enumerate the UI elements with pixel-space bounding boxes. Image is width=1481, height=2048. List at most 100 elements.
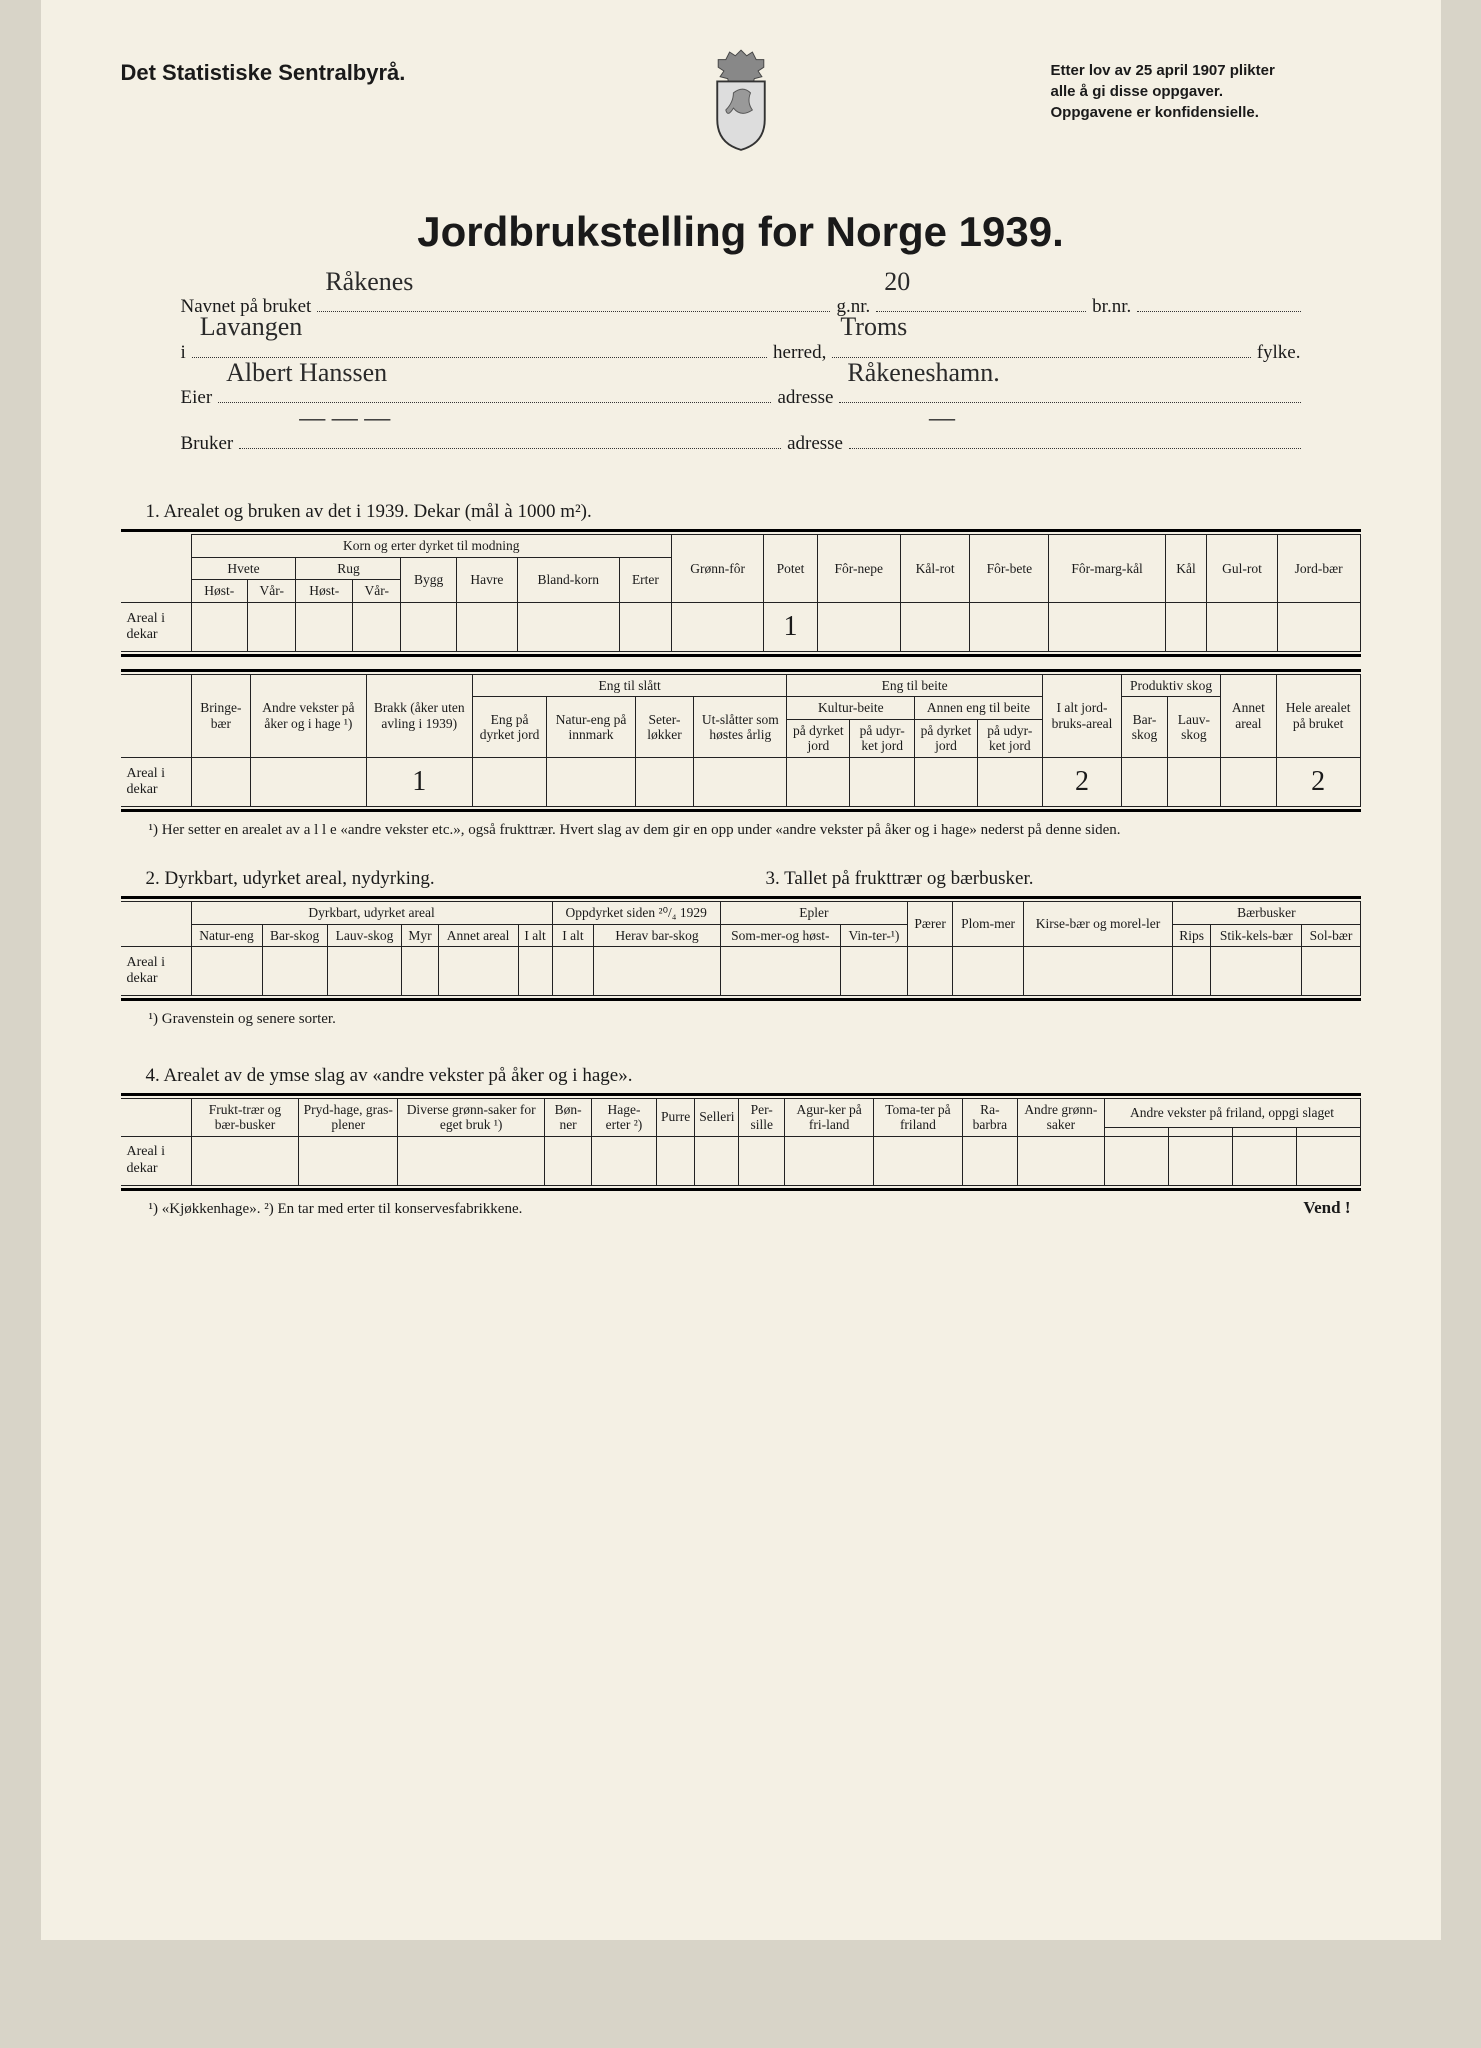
eier-label: Eier — [181, 375, 213, 421]
table-4-wrap: Frukt-trær og bær-busker Pryd-hage, gras… — [121, 1093, 1361, 1191]
bruker-label: Bruker — [181, 421, 234, 467]
herred-label: herred, — [773, 330, 826, 376]
barskog2-h: Bar-skog — [262, 924, 327, 947]
myr-h: Myr — [402, 924, 438, 947]
brakk-h: Brakk (åker uten avling i 1939) — [366, 674, 472, 757]
bruker-adresse-label: adresse — [787, 421, 843, 467]
hele-val: 2 — [1276, 757, 1360, 806]
annetareal-h: Annet areal — [1220, 674, 1276, 757]
frukt-h: Frukt-trær og bær-busker — [191, 1098, 299, 1136]
stikkels-h: Stik-kels-bær — [1210, 924, 1301, 947]
bygg-h: Bygg — [401, 557, 456, 602]
formargkal-h: Fôr-marg-kål — [1049, 535, 1166, 603]
fornepe-h: Fôr-nepe — [817, 535, 900, 603]
rug-host: Høst- — [296, 580, 353, 603]
helearealet-h: Hele arealet på bruket — [1276, 674, 1360, 757]
andregronn-h: Andre grønn-saker — [1018, 1098, 1104, 1136]
s1b-rowlabel: Areal i dekar — [121, 757, 192, 806]
s1-footnote: ¹) Her setter en arealet av a l l e «and… — [149, 820, 1361, 840]
legal-l2: alle å gi disse oppgaver. — [1051, 83, 1224, 100]
rug-var: Vår- — [352, 580, 400, 603]
hvete-host: Høst- — [191, 580, 248, 603]
ialtjord-h: I alt jord-bruks-areal — [1042, 674, 1122, 757]
vinter-h: Vin-ter-¹) — [840, 924, 907, 947]
andrefriland-h: Andre vekster på friland, oppgi slaget — [1104, 1098, 1360, 1127]
herav-h: Herav bar-skog — [594, 924, 721, 947]
s2-rowlabel: Areal i dekar — [121, 947, 192, 996]
jordbaer-h: Jord-bær — [1277, 535, 1360, 603]
kalrot-h: Kål-rot — [900, 535, 970, 603]
table-23-wrap: Dyrkbart, udyrket areal Oppdyrket siden … — [121, 896, 1361, 1001]
prodskog-h: Produktiv skog — [1122, 674, 1221, 697]
fylke-label: fylke. — [1257, 330, 1301, 376]
hageerter-h: Hage-erter ²) — [591, 1098, 656, 1136]
table-23: Dyrkbart, udyrket areal Oppdyrket siden … — [121, 901, 1361, 996]
rips-h: Rips — [1173, 924, 1211, 947]
havre-h: Havre — [456, 557, 517, 602]
bringebaer-h: Bringe-bær — [191, 674, 251, 757]
engslatt-h: Eng til slått — [472, 674, 787, 697]
kirse-h: Kirse-bær og morel-ler — [1023, 902, 1172, 947]
navnet-value: Råkenes — [325, 251, 413, 313]
tomater-h: Toma-ter på friland — [874, 1098, 962, 1136]
rug-h: Rug — [296, 557, 401, 580]
bruker-value: — — — — [299, 387, 390, 449]
pryd-h: Pryd-hage, gras-plener — [299, 1098, 398, 1136]
seter-h: Seter-løkker — [635, 697, 693, 758]
section-4-head: 4. Arealet av de ymse slag av «andre vek… — [121, 1065, 1361, 1087]
oppdyrket-h: Oppdyrket siden ²⁰/₄ 1929 — [552, 902, 720, 925]
selleri-h: Selleri — [695, 1098, 739, 1136]
adresse-label: adresse — [777, 375, 833, 421]
ialt-val: 2 — [1042, 757, 1122, 806]
section-1-head: 1. Arealet og bruken av det i 1939. Deka… — [121, 501, 1361, 523]
natureng2-h: Natur-eng — [191, 924, 262, 947]
i-label: i — [181, 330, 186, 376]
brakk-val: 1 — [366, 757, 472, 806]
kulturbeite-h: Kultur-beite — [787, 697, 915, 720]
potet-h: Potet — [764, 535, 817, 603]
annet-h: Annet areal — [438, 924, 518, 947]
korn-group: Korn og erter dyrket til modning — [191, 535, 672, 558]
paerer-h: Pærer — [908, 902, 953, 947]
utslatter-h: Ut-slåtter som høstes årlig — [694, 697, 787, 758]
bruker-adresse-value: — — [929, 387, 955, 449]
forbete-h: Fôr-bete — [970, 535, 1049, 603]
table-1b-wrap: Bringe-bær Andre vekster på åker og i ha… — [121, 669, 1361, 812]
barskog1-h: Bar-skog — [1122, 697, 1168, 758]
lauvskog2-h: Lauv-skog — [327, 924, 402, 947]
document-page: Det Statistiske Sentralbyrå. Etter lov a… — [41, 0, 1441, 1940]
hvete-var: Vår- — [248, 580, 296, 603]
anneneng-h: Annen eng til beite — [915, 697, 1043, 720]
solbaer-h: Sol-bær — [1302, 924, 1360, 947]
legal-l1: Etter lov av 25 april 1907 plikter — [1051, 62, 1275, 79]
kb-padyr: på dyrket jord — [787, 719, 850, 757]
bonner-h: Bøn-ner — [545, 1098, 592, 1136]
agurker-h: Agur-ker på fri-land — [784, 1098, 873, 1136]
table-1b: Bringe-bær Andre vekster på åker og i ha… — [121, 674, 1361, 807]
epler-h: Epler — [720, 902, 907, 925]
table-4: Frukt-trær og bær-busker Pryd-hage, gras… — [121, 1098, 1361, 1186]
brnr-label: br.nr. — [1092, 284, 1131, 330]
bureau-name: Det Statistiske Sentralbyrå. — [121, 60, 406, 86]
section-2-head: 2. Dyrkbart, udyrket areal, nydyrking. — [121, 868, 741, 890]
andrevekster-h: Andre vekster på åker og i hage ¹) — [251, 674, 366, 757]
kb-paudyr: på udyr-ket jord — [850, 719, 915, 757]
natureng-h: Natur-eng på innmark — [547, 697, 635, 758]
persille-h: Per-sille — [739, 1098, 784, 1136]
vend-label: Vend ! — [1303, 1198, 1360, 1218]
engbeite-h: Eng til beite — [787, 674, 1042, 697]
legal-l3: Oppgavene er konfidensielle. — [1051, 104, 1259, 121]
farm-info-block: Navnet på bruket Råkenes g.nr. 20 br.nr.… — [121, 284, 1361, 466]
blandkorn-h: Bland-korn — [517, 557, 619, 602]
rabarbra-h: Ra-barbra — [962, 1098, 1018, 1136]
gulrot-h: Gul-rot — [1207, 535, 1278, 603]
gronnfor-h: Grønn-fôr — [672, 535, 764, 603]
dyrkbart-group: Dyrkbart, udyrket areal — [191, 902, 552, 925]
engpa-h: Eng på dyrket jord — [472, 697, 546, 758]
ae-padyr: på dyrket jord — [915, 719, 978, 757]
diverse-h: Diverse grønn-saker for eget bruk ¹) — [398, 1098, 545, 1136]
ialt2a-h: I alt — [518, 924, 552, 947]
ialt2b-h: I alt — [552, 924, 594, 947]
baerbusker-h: Bærbusker — [1173, 902, 1360, 925]
table-1a-wrap: Korn og erter dyrket til modning Grønn-f… — [121, 529, 1361, 657]
